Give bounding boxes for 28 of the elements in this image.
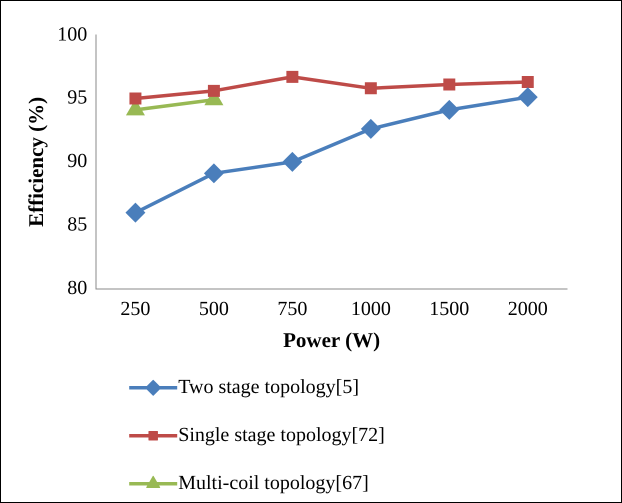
point (208, 84, 220, 97)
x-tick-label: 500 (198, 298, 229, 320)
point (362, 120, 380, 138)
point (126, 203, 145, 222)
point (364, 82, 377, 94)
x-tick-label: 1000 (350, 298, 391, 320)
y-tick-label: 85 (67, 214, 88, 236)
point (443, 78, 456, 90)
x-axis-title: Power (W) (283, 328, 380, 352)
y-tick-label: 80 (67, 277, 88, 300)
y-tick-label: 95 (67, 86, 88, 109)
point (129, 92, 142, 104)
point (286, 70, 298, 83)
x-tick-label: 750 (277, 298, 308, 320)
point (522, 76, 534, 88)
x-tick-label: 1500 (429, 298, 470, 320)
y-tick-label: 90 (67, 150, 88, 172)
x-tick-label: 250 (120, 298, 150, 320)
legend-label: Multi-coil topology[67] (178, 472, 369, 494)
point (204, 164, 224, 183)
point (440, 100, 459, 120)
legend-label: Single stage topology[72] (178, 424, 385, 446)
legend-label: Two stage topology[5] (178, 376, 359, 398)
point (283, 152, 302, 172)
y-tick-label: 100 (57, 23, 88, 46)
y-axis-title: Efficiency (%) (24, 96, 48, 227)
point (518, 88, 538, 106)
x-tick-label: 2000 (508, 298, 548, 320)
